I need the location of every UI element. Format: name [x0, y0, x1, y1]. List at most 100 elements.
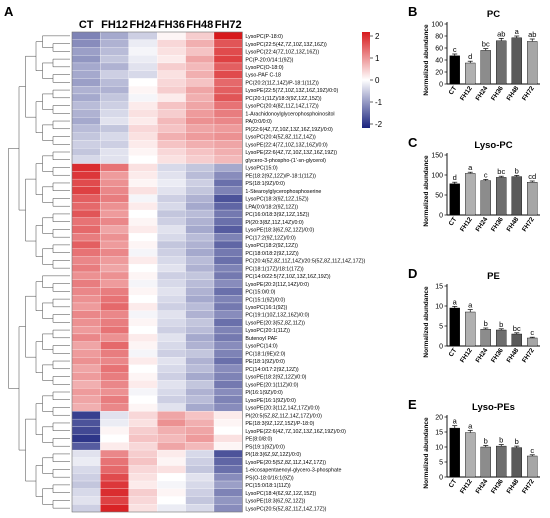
x-tick-label: FH48 [506, 216, 521, 233]
heatmap-cell [157, 395, 186, 404]
heatmap-cell [100, 465, 129, 474]
heatmap-cell [71, 488, 101, 497]
heatmap-cell [157, 217, 186, 226]
heatmap-cell [157, 449, 186, 458]
heatmap-cell [185, 78, 215, 87]
heatmap-cell [71, 434, 101, 443]
heatmap-cell [100, 93, 129, 102]
heatmap-cell [100, 132, 129, 141]
heatmap-cell [128, 101, 158, 110]
heatmap-cell [213, 364, 243, 373]
heatmap-cell [185, 395, 215, 404]
heatmap-cell [213, 186, 243, 195]
row-label: LysoPC(15:0) [245, 166, 277, 172]
heatmap-cell [71, 124, 101, 133]
row-label: LysoPE(20:1(11Z)/0:0) [245, 382, 298, 388]
y-tick-label: 50 [435, 193, 443, 200]
y-tick-label: 20 [435, 70, 443, 77]
y-axis-label: Normalized abundance [423, 417, 430, 489]
significance-letter: b [499, 320, 503, 329]
y-tick-label: 100 [431, 173, 443, 180]
heatmap-cell [213, 504, 243, 513]
heatmap-cell [185, 163, 215, 172]
row-label: LysoPE(22:6(4Z,7Z,10Z,13Z,16Z,19Z)/0:0) [245, 429, 346, 435]
heatmap-cell [185, 333, 215, 342]
heatmap-cell [213, 287, 243, 296]
colorbar-tick-label: 1 [375, 54, 380, 63]
heatmap-cell [185, 310, 215, 319]
significance-letter: ab [528, 30, 536, 39]
heatmap-cell [185, 132, 215, 141]
row-label: PC(17:2(9Z,12Z)/0:0) [245, 235, 296, 241]
heatmap-cell [157, 442, 186, 451]
heatmap-cell [213, 47, 243, 56]
heatmap-cell [157, 473, 186, 482]
heatmap-cell [185, 101, 215, 110]
heatmap-cell [185, 271, 215, 280]
heatmap-cell [213, 310, 243, 319]
heatmap-cell [128, 93, 158, 102]
heatmap-cell [185, 155, 215, 164]
heatmap-cell [71, 364, 101, 373]
panel-label-b: B [408, 4, 417, 19]
heatmap-cell [185, 233, 215, 242]
row-label: glycero-3-phospho-(1'-sn-glycerol) [245, 158, 326, 164]
significance-letter: c [484, 170, 488, 179]
heatmap-cell [213, 341, 243, 350]
bar [527, 455, 538, 478]
y-axis-label: Normalized abundance [423, 155, 430, 227]
heatmap-cell [185, 209, 215, 218]
heatmap-cell [71, 372, 101, 381]
significance-letter: bc [482, 40, 490, 49]
significance-letter: a [453, 417, 458, 426]
heatmap-cell [185, 55, 215, 64]
row-label: PC(18:1(17Z)/18:1(17Z)) [245, 266, 304, 272]
heatmap-cell [213, 140, 243, 149]
row-label: PC(14:0/17:2(9Z,12Z)) [245, 367, 299, 373]
heatmap-cell [100, 302, 129, 311]
heatmap-cell [71, 349, 101, 358]
heatmap-cell [185, 488, 215, 497]
heatmap-cell [128, 55, 158, 64]
row-label: PI(16:1(9Z)/0:0) [245, 390, 283, 396]
heatmap-cell [128, 372, 158, 381]
heatmap-cell [128, 310, 158, 319]
heatmap-cell [100, 488, 129, 497]
heatmap-cell [71, 395, 101, 404]
heatmap-cell [157, 101, 186, 110]
heatmap-cell [71, 403, 101, 412]
heatmap-cell [213, 117, 243, 126]
heatmap-cell [71, 248, 101, 257]
heatmap-cell [128, 434, 158, 443]
heatmap-cell [71, 47, 101, 56]
heatmap-cell [100, 225, 129, 234]
heatmap-cell [71, 264, 101, 273]
heatmap-cell [185, 457, 215, 466]
heatmap-cell [71, 310, 101, 319]
heatmap-cell [128, 357, 158, 366]
heatmap-cell [185, 148, 215, 156]
colorbar-tick-label: 2 [375, 32, 380, 41]
heatmap-cell [100, 364, 129, 373]
heatmap-cell [100, 449, 129, 458]
heatmap-cell [128, 326, 158, 335]
heatmap-cell [100, 109, 129, 118]
heatmap-cell [213, 279, 243, 288]
x-tick-label: FH36 [490, 216, 505, 233]
row-label: PC(P-20:0/14:1(9Z)) [245, 57, 293, 63]
heatmap-cell [100, 372, 129, 381]
heatmap-cell [157, 411, 186, 420]
heatmap-cell [100, 124, 129, 133]
heatmap-cell [100, 333, 129, 342]
heatmap-cell [157, 140, 186, 149]
bar [449, 55, 460, 85]
heatmap-cell [128, 411, 158, 420]
heatmap-cell [128, 86, 158, 95]
bar [511, 37, 522, 85]
x-tick-label: FH48 [506, 347, 521, 364]
column-header: CT [79, 19, 94, 31]
row-label: LysoPC(P-18:0) [245, 34, 283, 40]
panel-label-c: C [408, 135, 418, 150]
heatmap-cell [128, 155, 158, 164]
heatmap-cell [128, 364, 158, 373]
